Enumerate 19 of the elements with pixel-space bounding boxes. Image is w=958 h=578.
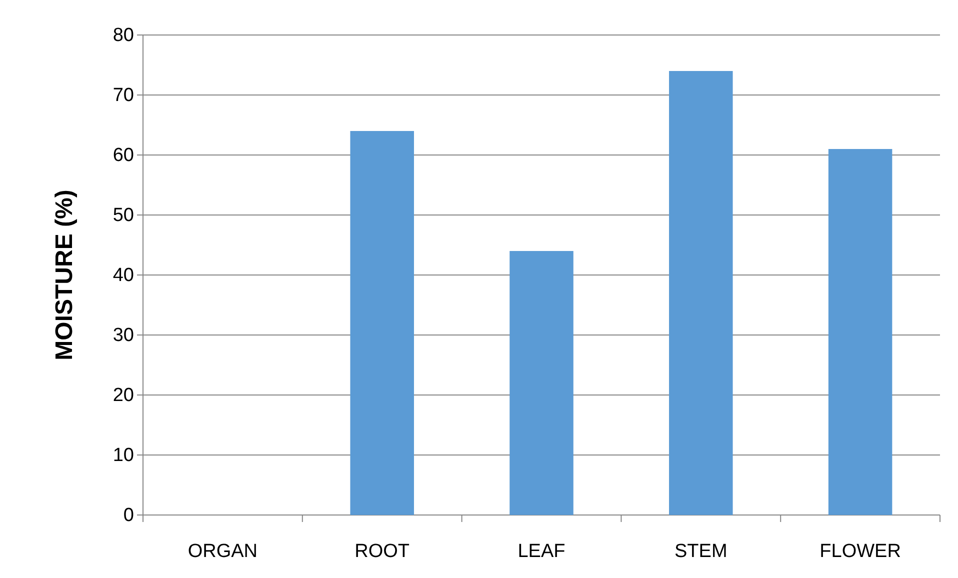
y-tick-label: 20	[112, 385, 134, 406]
bar	[350, 131, 414, 515]
x-tick-label: FLOWER	[820, 541, 901, 562]
y-axis-title: MOISTURE (%)	[51, 190, 78, 360]
y-tick-label: 50	[112, 205, 134, 226]
y-tick-label: 70	[112, 85, 134, 106]
y-tick-label: 80	[112, 25, 134, 46]
y-tick-label: 30	[112, 325, 134, 346]
y-tick-label: 10	[112, 445, 134, 466]
x-tick-label: ORGAN	[188, 541, 258, 562]
x-tick-label: LEAF	[518, 541, 566, 562]
y-tick-label: 40	[112, 265, 134, 286]
x-tick-label: STEM	[674, 541, 728, 562]
bar	[669, 71, 733, 515]
bar	[828, 149, 892, 515]
y-tick-label: 60	[112, 145, 134, 166]
bar	[510, 251, 574, 515]
y-tick-label: 0	[123, 505, 134, 526]
x-tick-label: ROOT	[354, 541, 410, 562]
